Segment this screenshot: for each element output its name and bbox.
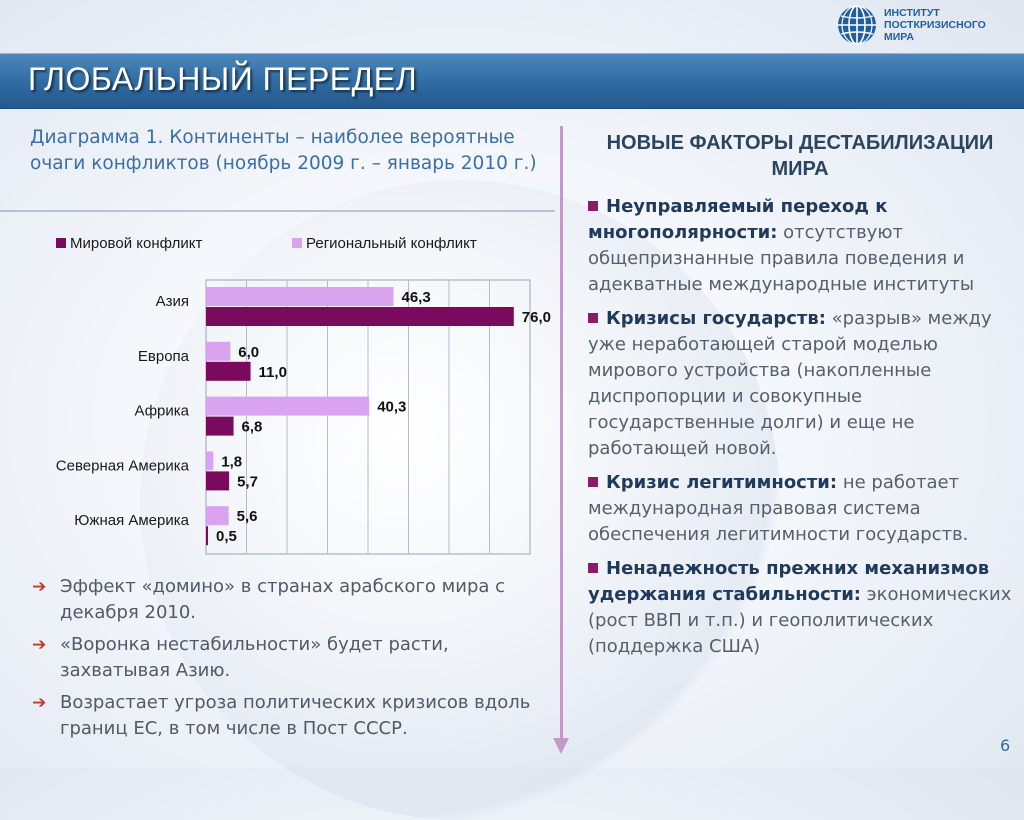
logo-text: ИНСТИТУТ ПОСТКРИЗИСНОГО МИРА — [884, 7, 986, 43]
square-bullet-icon — [588, 313, 598, 323]
data-label: 1,8 — [221, 453, 242, 470]
data-label: 46,3 — [402, 289, 431, 306]
list-item-text: Возрастает угроза политических кризисов … — [60, 692, 531, 739]
chart-title: Диаграмма 1. Континенты – наиболее вероя… — [30, 127, 537, 174]
square-bullet-icon — [588, 477, 598, 487]
legend-label: Региональный конфликт — [306, 235, 477, 252]
list-item: ➔ Эффект «домино» в странах арабского ми… — [32, 574, 552, 626]
category-label: Азия — [156, 293, 189, 310]
column-divider — [553, 126, 569, 756]
bar — [206, 506, 229, 526]
factors-list: Неуправляемый переход к многополярности:… — [588, 194, 1016, 668]
factor-text: «разрыв» между уже неработающей старой м… — [588, 308, 992, 459]
bar — [206, 451, 214, 471]
conclusions-list: ➔ Эффект «домино» в странах арабского ми… — [32, 574, 552, 748]
bar — [206, 471, 230, 491]
factor-title: Ненадежность прежних механизмов удержани… — [588, 558, 990, 605]
arrow-down-icon — [553, 738, 569, 754]
page-number: 6 — [1000, 736, 1011, 755]
factors-heading: НОВЫЕ ФАКТОРЫ ДЕСТАБИЛИЗАЦИИ МИРА — [606, 132, 994, 180]
factor-text: отсутствуют общепризнанные правила повед… — [588, 222, 975, 295]
list-item-text: Эффект «домино» в странах арабского мира… — [60, 576, 506, 623]
square-bullet-icon — [588, 563, 598, 573]
data-label: 6,8 — [242, 419, 263, 436]
divider-line — [560, 126, 563, 740]
category-label: Европа — [138, 348, 190, 365]
institute-logo: ИНСТИТУТ ПОСТКРИЗИСНОГО МИРА — [836, 4, 986, 46]
arrow-right-icon: ➔ — [32, 577, 47, 597]
list-item: ➔ Возрастает угроза политических кризисо… — [32, 690, 552, 742]
data-label: 0,5 — [216, 528, 237, 545]
bar — [206, 361, 251, 381]
logo-line: ИНСТИТУТ — [884, 7, 940, 19]
square-bullet-icon — [588, 201, 598, 211]
slide-title: ГЛОБАЛЬНЫЙ ПЕРЕДЕЛ — [28, 61, 418, 97]
factor-title: Неуправляемый переход к многополярности: — [588, 196, 888, 243]
factor-text: не работает международная правовая систе… — [588, 472, 969, 545]
factor-item: Кризисы государств: «разрыв» между уже н… — [588, 306, 1016, 462]
list-item: ➔ «Воронка нестабильности» будет расти, … — [32, 632, 552, 684]
category-label: Южная Америка — [74, 512, 189, 529]
list-item-text: «Воронка нестабильности» будет расти, за… — [60, 634, 449, 681]
factor-text: экономических (рост ВВП и т.п.) и геопол… — [588, 584, 1012, 657]
data-label: 6,0 — [238, 344, 259, 361]
factor-item: Ненадежность прежних механизмов удержани… — [588, 556, 1016, 660]
bar — [206, 287, 394, 306]
data-label: 76,0 — [522, 309, 551, 326]
bar — [206, 416, 234, 436]
factor-item: Неуправляемый переход к многополярности:… — [588, 194, 1016, 298]
legend-swatch — [56, 238, 66, 248]
category-label: Северная Америка — [56, 457, 190, 474]
data-label: 11,0 — [259, 364, 287, 381]
bar-chart: Мировой конфликт Региональный конфликт Ази… — [56, 235, 551, 555]
bar — [206, 526, 209, 546]
factor-title: Кризис легитимности: — [606, 472, 838, 493]
legend-swatch — [292, 238, 302, 248]
category-label: Африка — [135, 403, 190, 420]
arrow-right-icon: ➔ — [32, 635, 47, 655]
globe-icon — [838, 5, 876, 45]
arrow-right-icon: ➔ — [32, 693, 47, 713]
data-label: 40,3 — [377, 399, 406, 416]
logo-line: ПОСТКРИЗИСНОГО — [884, 19, 986, 31]
bar — [206, 341, 231, 361]
data-label: 5,7 — [237, 473, 258, 490]
factor-title: Кризисы государств: — [606, 308, 826, 329]
bar — [206, 307, 514, 326]
factor-item: Кризис легитимности: не работает междуна… — [588, 470, 1016, 548]
title-bar: ГЛОБАЛЬНЫЙ ПЕРЕДЕЛ — [0, 53, 1024, 109]
logo-line: МИРА — [884, 31, 914, 43]
bar — [206, 396, 370, 416]
legend-label: Мировой конфликт — [70, 235, 202, 252]
section-divider — [0, 210, 555, 212]
data-label: 5,6 — [237, 508, 258, 525]
